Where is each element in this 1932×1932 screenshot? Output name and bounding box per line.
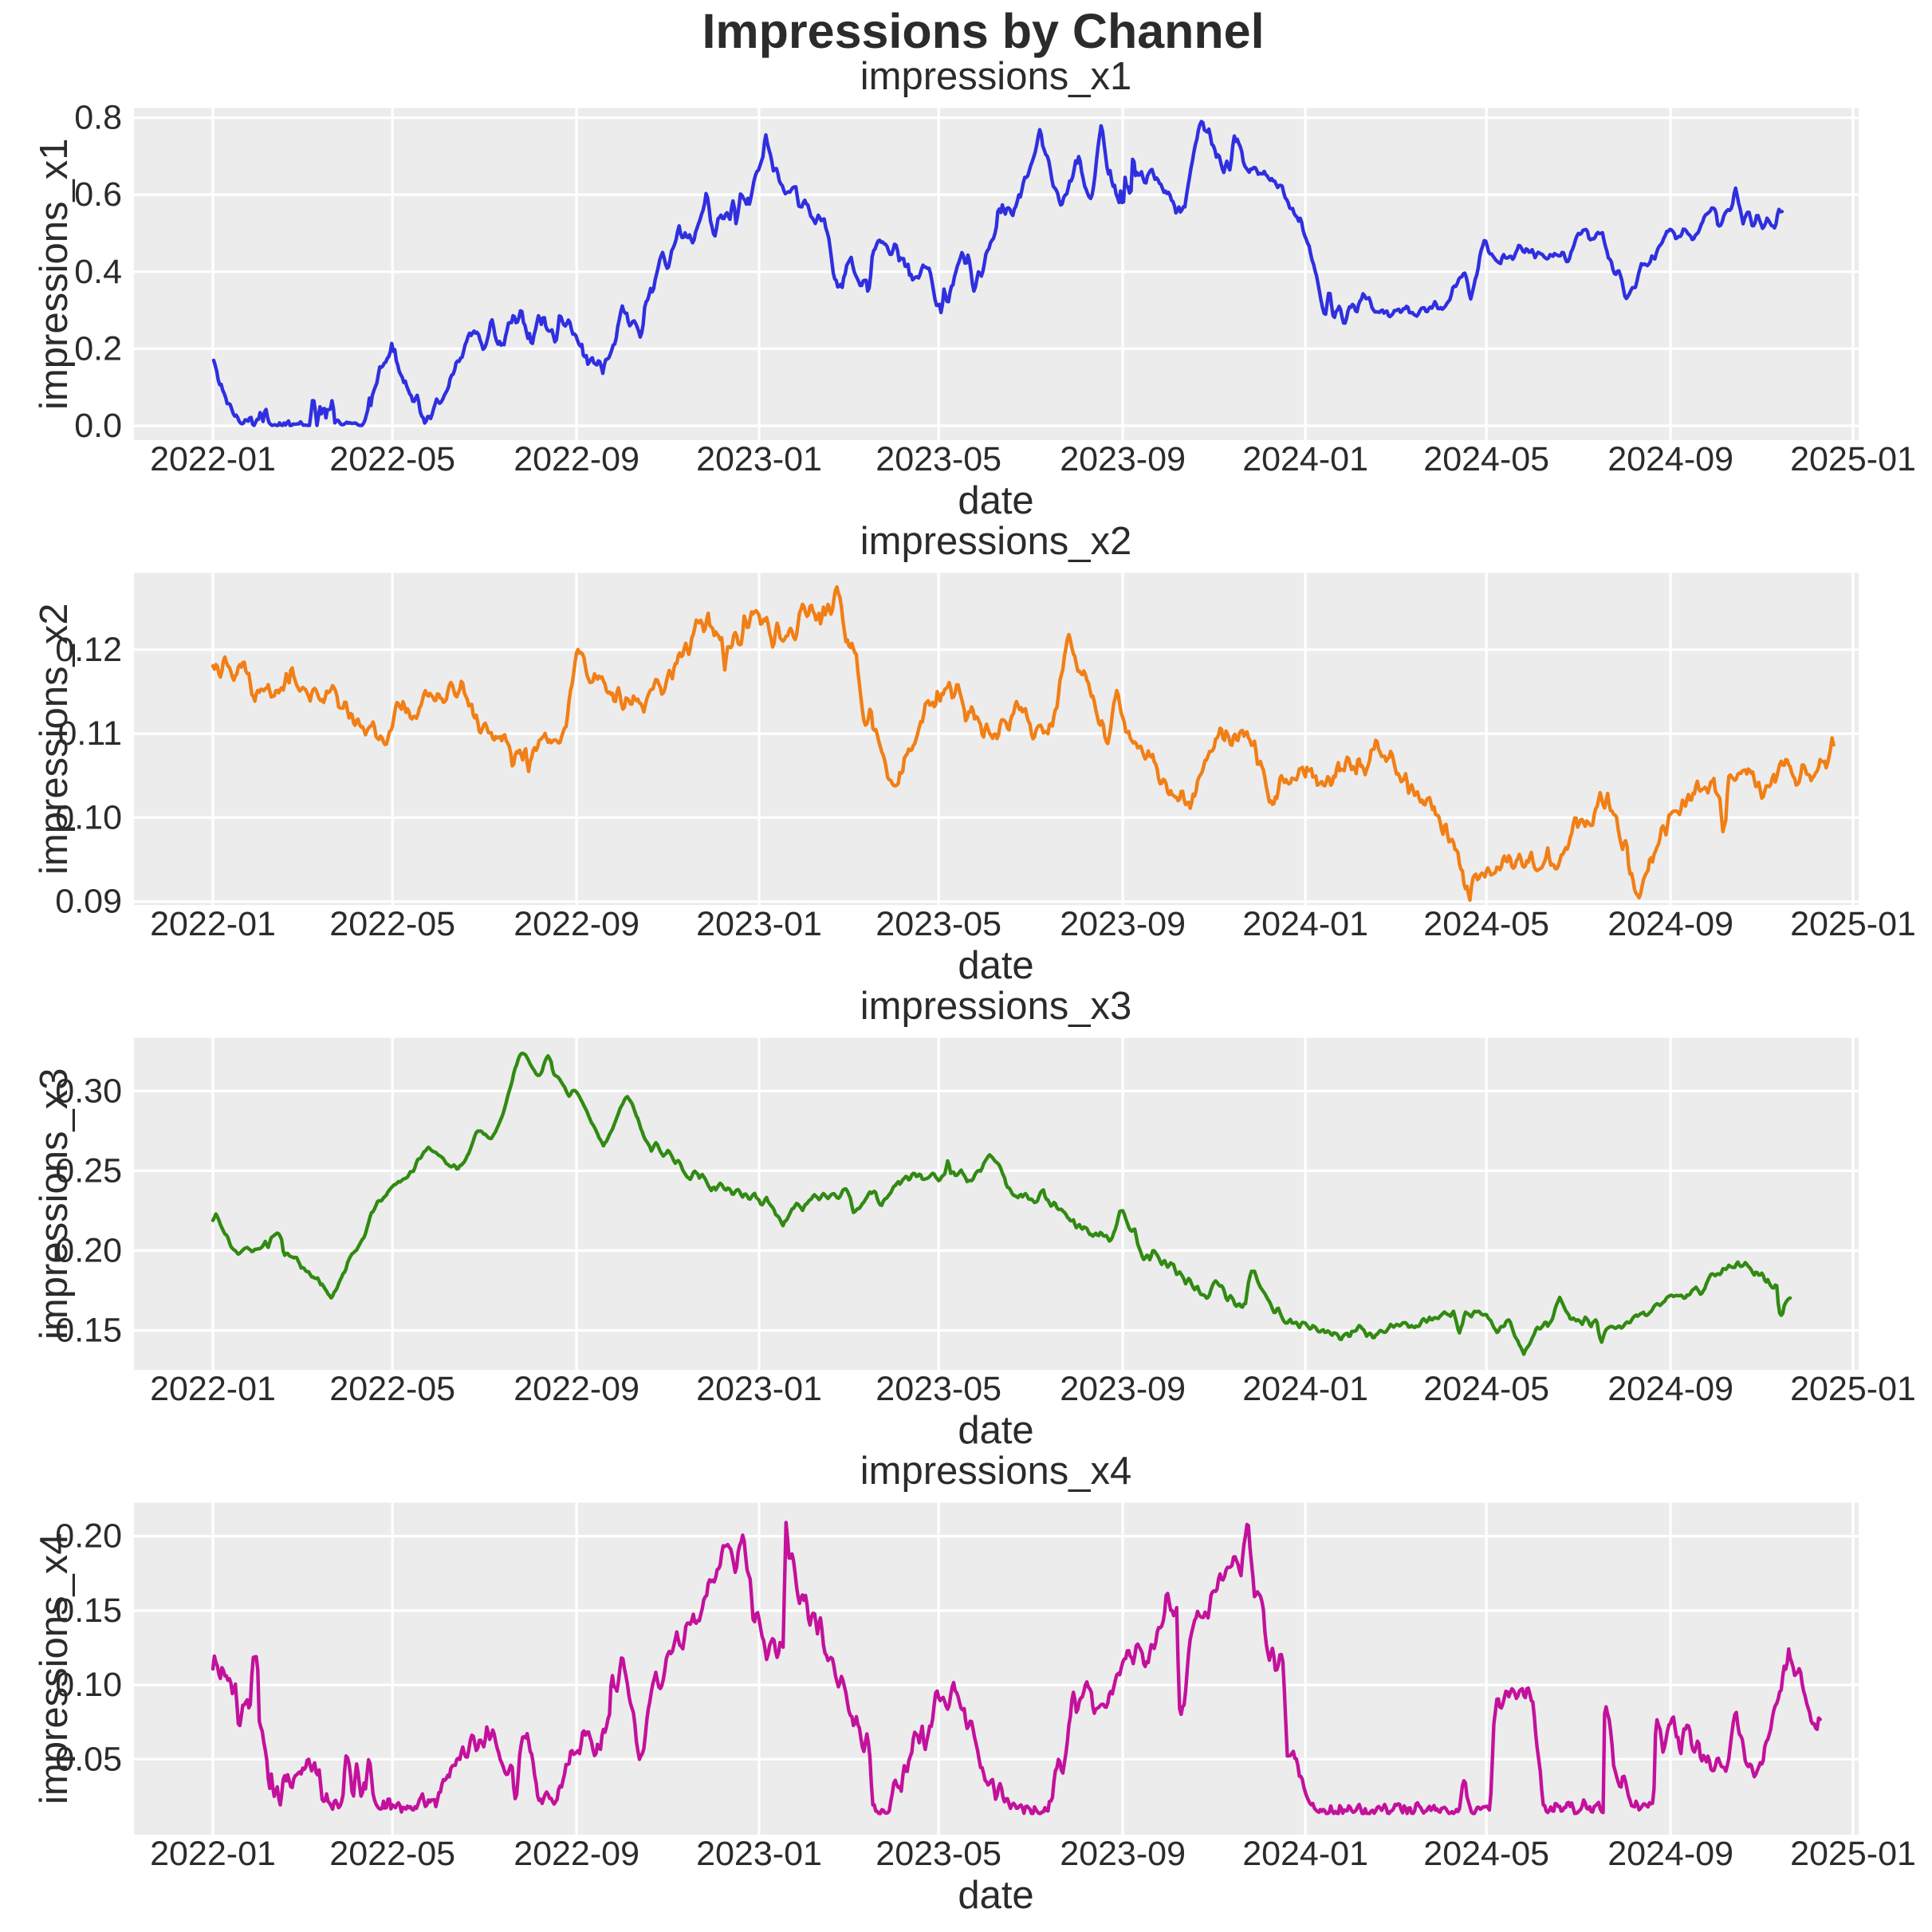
- svg-text:0.10: 0.10: [55, 1666, 122, 1704]
- svg-text:2022-01: 2022-01: [150, 1370, 276, 1408]
- svg-text:2022-01: 2022-01: [150, 905, 276, 943]
- svg-text:0.10: 0.10: [55, 798, 122, 836]
- svg-text:0.30: 0.30: [55, 1072, 122, 1110]
- svg-text:0.20: 0.20: [55, 1517, 122, 1556]
- svg-text:impressions_x2: impressions_x2: [860, 520, 1131, 563]
- svg-text:impressions_x3: impressions_x3: [860, 985, 1131, 1028]
- svg-text:2024-09: 2024-09: [1607, 1370, 1733, 1408]
- svg-text:2023-05: 2023-05: [875, 1835, 1001, 1873]
- svg-text:0.6: 0.6: [74, 175, 122, 214]
- svg-text:2024-09: 2024-09: [1607, 1835, 1733, 1873]
- svg-text:2025-01: 2025-01: [1790, 905, 1916, 943]
- svg-text:2024-09: 2024-09: [1607, 440, 1733, 478]
- svg-text:date: date: [958, 479, 1033, 522]
- svg-text:2025-01: 2025-01: [1790, 440, 1916, 478]
- svg-text:impressions_x2: impressions_x2: [33, 604, 76, 875]
- svg-text:2023-05: 2023-05: [875, 1370, 1001, 1408]
- svg-text:2022-05: 2022-05: [329, 905, 455, 943]
- svg-text:2024-01: 2024-01: [1242, 1370, 1368, 1408]
- svg-text:2025-01: 2025-01: [1790, 1370, 1916, 1408]
- svg-text:2023-05: 2023-05: [875, 440, 1001, 478]
- svg-text:2023-09: 2023-09: [1060, 905, 1186, 943]
- svg-text:2022-05: 2022-05: [329, 440, 455, 478]
- svg-text:impressions_x1: impressions_x1: [33, 139, 76, 410]
- svg-text:0.12: 0.12: [55, 631, 122, 669]
- svg-text:date: date: [958, 1409, 1033, 1452]
- svg-text:impressions_x4: impressions_x4: [860, 1450, 1131, 1493]
- svg-text:2022-01: 2022-01: [150, 440, 276, 478]
- svg-text:2022-05: 2022-05: [329, 1835, 455, 1873]
- svg-text:Impressions by Channel: Impressions by Channel: [702, 4, 1264, 58]
- svg-text:0.15: 0.15: [55, 1312, 122, 1350]
- svg-text:impressions_x4: impressions_x4: [33, 1533, 76, 1804]
- svg-text:2022-01: 2022-01: [150, 1835, 276, 1873]
- svg-text:0.09: 0.09: [55, 883, 122, 921]
- svg-text:2024-05: 2024-05: [1423, 1835, 1549, 1873]
- svg-text:2024-01: 2024-01: [1242, 905, 1368, 943]
- svg-text:2023-01: 2023-01: [696, 440, 822, 478]
- svg-text:0.2: 0.2: [74, 329, 122, 368]
- svg-text:2022-09: 2022-09: [513, 905, 639, 943]
- svg-text:2022-09: 2022-09: [513, 1835, 639, 1873]
- svg-text:2024-05: 2024-05: [1423, 1370, 1549, 1408]
- svg-text:0.11: 0.11: [58, 714, 123, 753]
- svg-text:0.4: 0.4: [74, 253, 122, 291]
- svg-text:2024-01: 2024-01: [1242, 440, 1368, 478]
- svg-text:0.8: 0.8: [74, 99, 122, 137]
- svg-text:2024-09: 2024-09: [1607, 905, 1733, 943]
- svg-text:2025-01: 2025-01: [1790, 1835, 1916, 1873]
- svg-text:2022-09: 2022-09: [513, 1370, 639, 1408]
- svg-text:impressions_x1: impressions_x1: [860, 55, 1131, 98]
- svg-text:2023-09: 2023-09: [1060, 1370, 1186, 1408]
- svg-text:2023-09: 2023-09: [1060, 440, 1186, 478]
- svg-text:2022-05: 2022-05: [329, 1370, 455, 1408]
- svg-text:2024-05: 2024-05: [1423, 440, 1549, 478]
- svg-text:0.25: 0.25: [55, 1151, 122, 1190]
- svg-text:2023-01: 2023-01: [696, 905, 822, 943]
- svg-text:2023-09: 2023-09: [1060, 1835, 1186, 1873]
- svg-text:date: date: [958, 1874, 1033, 1917]
- svg-text:2024-05: 2024-05: [1423, 905, 1549, 943]
- svg-text:0.20: 0.20: [55, 1231, 122, 1269]
- svg-text:0.05: 0.05: [55, 1740, 122, 1778]
- svg-text:date: date: [958, 944, 1033, 987]
- svg-text:2022-09: 2022-09: [513, 440, 639, 478]
- svg-text:0.0: 0.0: [74, 407, 122, 445]
- svg-text:2024-01: 2024-01: [1242, 1835, 1368, 1873]
- svg-text:2023-05: 2023-05: [875, 905, 1001, 943]
- svg-text:0.15: 0.15: [55, 1592, 122, 1630]
- svg-text:2023-01: 2023-01: [696, 1370, 822, 1408]
- svg-text:2023-01: 2023-01: [696, 1835, 822, 1873]
- svg-text:impressions_x3: impressions_x3: [33, 1068, 76, 1340]
